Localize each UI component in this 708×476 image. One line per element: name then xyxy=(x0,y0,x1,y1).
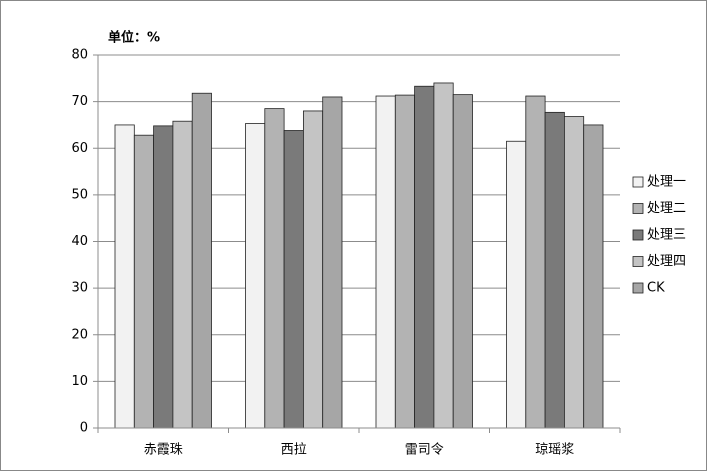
x-tick-label: 琼瑶浆 xyxy=(535,443,574,458)
bar xyxy=(525,95,546,429)
bar xyxy=(191,92,212,429)
y-tick-label: 20 xyxy=(71,327,88,342)
y-tick-label: 10 xyxy=(71,374,88,389)
bar xyxy=(564,116,585,429)
bar xyxy=(583,124,604,429)
legend-swatch xyxy=(632,203,644,214)
legend-label: 处理三 xyxy=(647,228,686,243)
legend-swatch xyxy=(632,176,644,188)
bar xyxy=(302,110,324,429)
bar xyxy=(414,85,435,429)
bar xyxy=(506,140,527,429)
legend-label: 处理一 xyxy=(647,175,686,190)
bar xyxy=(114,124,135,429)
bar xyxy=(133,134,155,429)
bar xyxy=(283,130,304,429)
bar xyxy=(245,123,266,429)
bar xyxy=(433,82,454,429)
bar xyxy=(394,94,415,429)
bar xyxy=(153,125,174,429)
y-tick-label: 50 xyxy=(71,187,88,202)
y-tick-label: 70 xyxy=(71,94,88,109)
x-tick-label: 雷司令 xyxy=(405,443,444,458)
bar xyxy=(544,111,565,429)
bar xyxy=(375,95,396,429)
legend-label: 处理四 xyxy=(647,254,686,269)
y-tick-label: 0 xyxy=(80,421,88,436)
legend-label: CK xyxy=(647,281,665,296)
bar xyxy=(264,108,285,429)
bar xyxy=(452,94,473,429)
chart-title: 单位：% xyxy=(108,30,160,46)
legend-swatch xyxy=(632,229,644,241)
legend-label: 处理二 xyxy=(647,201,686,216)
y-tick-label: 60 xyxy=(71,141,88,156)
bar xyxy=(322,96,343,429)
legend-swatch xyxy=(632,282,644,294)
y-tick-label: 40 xyxy=(71,234,88,249)
x-tick-label: 西拉 xyxy=(281,443,307,458)
bar xyxy=(172,120,193,429)
x-tick-label: 赤霞珠 xyxy=(144,443,183,458)
y-tick-label: 80 xyxy=(71,48,88,63)
y-tick-label: 30 xyxy=(71,281,88,296)
legend-swatch xyxy=(632,256,644,267)
